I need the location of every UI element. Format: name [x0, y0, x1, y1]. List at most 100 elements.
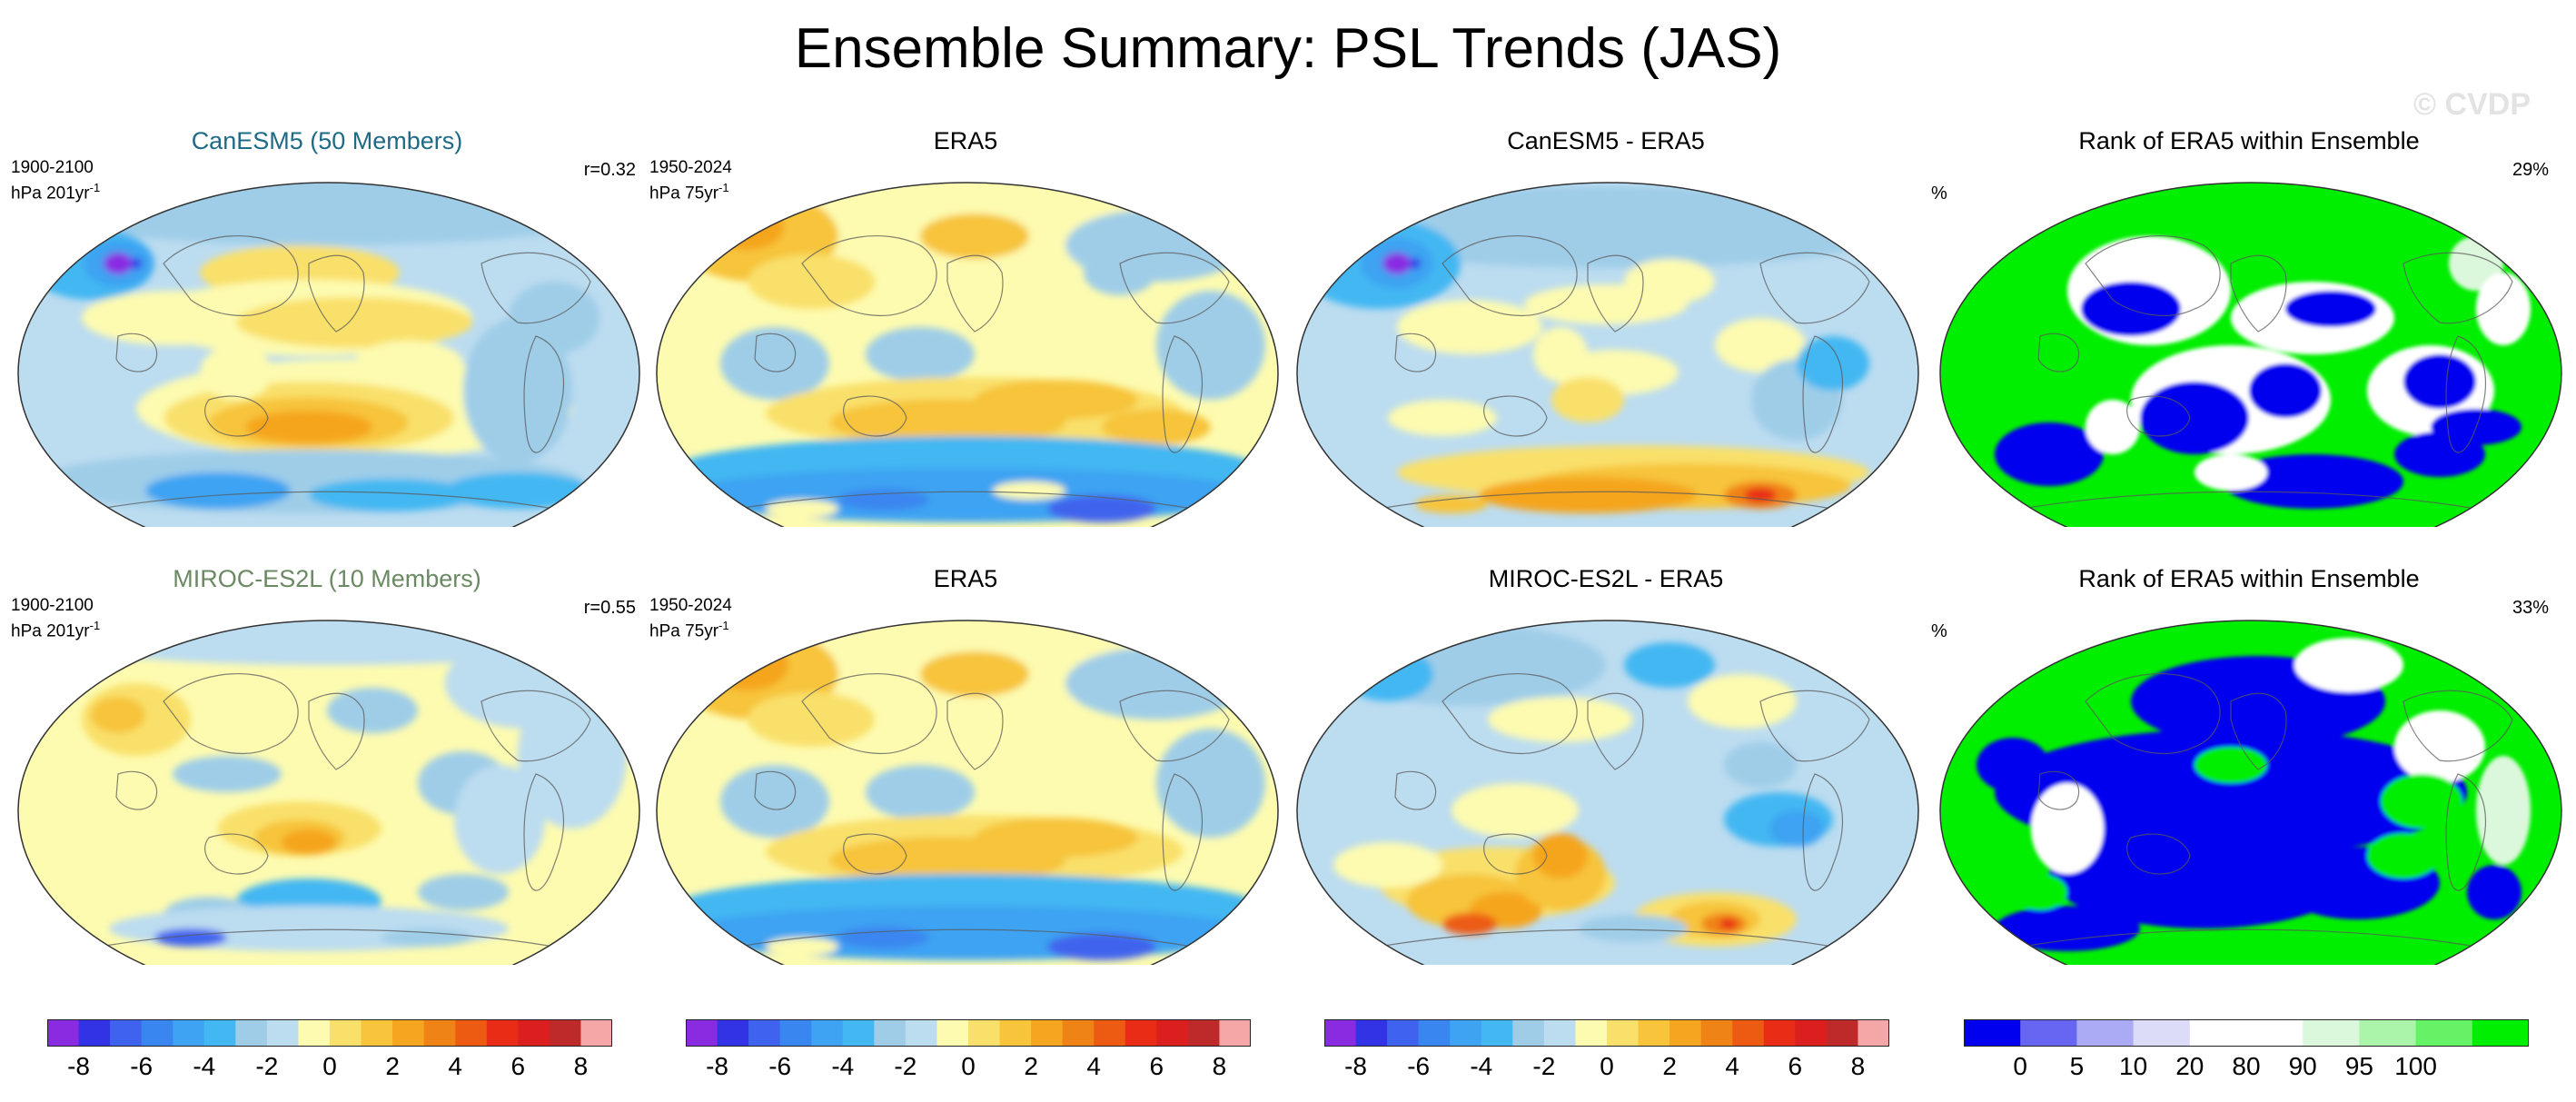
colorbar-swatch — [423, 1019, 456, 1047]
colorbar-tick-label: -4 — [1470, 1052, 1493, 1080]
coastline — [1802, 335, 1843, 453]
trend-contour — [1047, 495, 1156, 522]
trend-contour — [1715, 318, 1806, 372]
colorbar-swatch — [1094, 1019, 1126, 1047]
rank-region — [2394, 710, 2485, 783]
rank-region — [2381, 774, 2462, 829]
colorbar-swatch — [1795, 1019, 1828, 1047]
trend-contour — [920, 213, 1029, 259]
colorbar-tick-label: 80 — [2232, 1052, 2261, 1080]
colorbar-swatch — [936, 1019, 969, 1047]
trend-contour — [445, 472, 590, 509]
colorbar-swatch — [2303, 1019, 2360, 1047]
colorbar-swatch — [2359, 1019, 2417, 1047]
coastline — [308, 692, 365, 770]
coastline — [1759, 252, 1870, 324]
period-units-label: 1950-2024 hPa 75yr-1 — [649, 158, 732, 204]
colorbar-tick-label: -6 — [1407, 1052, 1431, 1080]
trend-contour — [866, 327, 975, 382]
rank-region — [2249, 363, 2322, 418]
colorbar-swatch — [361, 1019, 393, 1047]
colorbar-tick-label: 8 — [1850, 1052, 1866, 1080]
panel-era5-trend-2: ERA5 1950-2024 hPa 75yr-1 — [648, 565, 1283, 965]
units-label: hPa 75yr — [649, 621, 719, 641]
trend-contour — [748, 254, 875, 309]
period-label: 1900-2100 — [11, 158, 94, 177]
colorbar-swatch — [1669, 1019, 1702, 1047]
rank-region — [2195, 747, 2267, 783]
coastline — [2403, 252, 2513, 324]
coastline — [1802, 773, 1843, 891]
percent-unit-label: % — [1931, 184, 1947, 204]
coastline — [115, 333, 158, 372]
colorbar-swatch — [968, 1019, 1001, 1047]
period-label: 1900-2100 — [11, 596, 94, 615]
rank-region — [2049, 819, 2358, 928]
coastline — [946, 254, 1004, 333]
colorbar-swatch — [47, 1019, 80, 1047]
cvdp-watermark: © CVDP — [2413, 87, 2531, 122]
rank-region — [2086, 400, 2140, 454]
trend-contour — [173, 756, 282, 792]
colorbar-swatch — [999, 1019, 1032, 1047]
trend-contour — [1579, 915, 1688, 942]
trend-contour — [993, 482, 1065, 500]
coastline — [2037, 770, 2080, 810]
period-label: 1950-2024 — [649, 596, 732, 615]
trend-contour — [309, 479, 472, 511]
colorbar-trend-1: -8 -6 -4 -2 0 2 4 6 8 — [47, 1019, 612, 1092]
colorbar-swatch — [1638, 1019, 1670, 1047]
colorbar-tick-label: -8 — [1344, 1052, 1367, 1080]
colorbar-tick-label: 2 — [1024, 1052, 1038, 1080]
rank-region — [1995, 906, 2140, 951]
colorbar-swatch — [2246, 1019, 2304, 1047]
colorbar-tick-label: 8 — [1212, 1052, 1227, 1080]
trend-contour — [354, 341, 463, 386]
colorbar-swatch — [1125, 1019, 1157, 1047]
units-label: hPa 201yr — [11, 184, 90, 204]
rank-region — [2294, 638, 2403, 692]
rank-region — [2031, 783, 2104, 874]
coastline — [2085, 673, 2221, 754]
colorbar-tick-label: 8 — [573, 1052, 589, 1080]
colorbar-swatch — [78, 1019, 111, 1047]
colorbar-swatch — [1512, 1019, 1545, 1047]
coastline — [99, 928, 555, 948]
colorbar-tick-label: 2 — [1662, 1052, 1677, 1080]
coastline — [308, 254, 365, 333]
coastline — [1442, 673, 1578, 754]
panel-title: Rank of ERA5 within Ensemble — [2078, 565, 2420, 592]
coastline — [2085, 235, 2221, 316]
panel-rank-canesm5: Rank of ERA5 within Ensemble % 29% — [1931, 127, 2567, 527]
trend-contour — [1156, 291, 1265, 400]
colorbar-swatch — [686, 1019, 718, 1047]
trend-contour — [1797, 336, 1869, 391]
trend-contour — [677, 906, 1258, 960]
panel-rank-miroc: Rank of ERA5 within Ensemble % 33% — [1931, 565, 2567, 965]
colorbar-swatch — [1826, 1019, 1858, 1047]
coastline — [1162, 335, 1203, 453]
coastline — [163, 235, 299, 316]
period-units-label: 1900-2100 hPa 201yr-1 — [11, 596, 100, 641]
rank-region — [2476, 756, 2531, 865]
colorbar-tick-label: 4 — [1725, 1052, 1740, 1080]
trend-contour — [1624, 642, 1715, 688]
coastline — [2021, 928, 2477, 948]
rank-region — [2285, 291, 2376, 327]
trend-contour — [920, 651, 1029, 697]
coastline — [204, 833, 269, 875]
colorbar-tick-label: 4 — [448, 1052, 463, 1080]
coastline — [523, 773, 564, 891]
coastline — [738, 491, 1194, 510]
colorbar-swatch — [455, 1019, 488, 1047]
colorbar-swatch — [2020, 1019, 2077, 1047]
rank-percent-label: 29% — [2512, 160, 2549, 180]
trend-contour — [1047, 933, 1156, 960]
rank-region — [2367, 833, 2440, 879]
coastline — [843, 395, 907, 437]
trend-contour — [1388, 400, 1497, 436]
trend-contour — [236, 297, 472, 348]
colorbar-swatch — [549, 1019, 581, 1047]
trend-contour — [711, 204, 784, 250]
colorbar-tick-label: -8 — [706, 1052, 728, 1080]
